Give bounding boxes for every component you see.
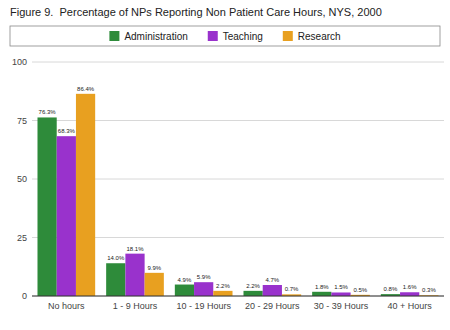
- data-label: 1.5%: [334, 284, 348, 290]
- data-label: 4.7%: [265, 277, 279, 283]
- bar: [243, 291, 262, 296]
- bar: [331, 292, 350, 296]
- bar: [213, 291, 232, 296]
- bar: [57, 136, 76, 296]
- data-label: 0.7%: [285, 286, 299, 292]
- legend-swatch: [109, 31, 119, 41]
- data-label: 5.9%: [197, 274, 211, 280]
- data-labels: 76.3% 14.0% 4.9% 2.2% 1.8% 0.8% 68.3% 18.1% 5.9%…: [39, 86, 437, 293]
- data-label: 2.2%: [246, 283, 260, 289]
- bar: [175, 285, 194, 296]
- grid: [32, 62, 444, 296]
- bar: [125, 254, 144, 296]
- data-label: 1.8%: [315, 284, 329, 290]
- legend-swatch: [208, 31, 218, 41]
- bars: [37, 94, 438, 296]
- grid-line: [32, 62, 444, 63]
- legend-label: Research: [298, 31, 341, 42]
- data-label: 76.3%: [39, 109, 57, 115]
- x-tick-label: 30 - 39 Hours: [314, 301, 369, 311]
- x-tick-label: 1 - 9 Hours: [113, 301, 158, 311]
- x-tick-label: 40 + Hours: [388, 301, 433, 311]
- data-label: 0.8%: [384, 286, 398, 292]
- bar: [145, 273, 164, 296]
- legend-swatch: [283, 31, 293, 41]
- x-tick-label: 20 - 29 Hours: [245, 301, 300, 311]
- data-label: 1.6%: [403, 284, 417, 290]
- data-label: 4.9%: [178, 277, 192, 283]
- legend-label: Teaching: [223, 31, 263, 42]
- data-label: 18.1%: [126, 246, 144, 252]
- data-label: 2.2%: [216, 283, 230, 289]
- data-label: 0.3%: [422, 287, 436, 293]
- y-tick-label: 100: [12, 57, 27, 67]
- data-label: 9.9%: [147, 265, 161, 271]
- y-tick-label: 25: [17, 233, 27, 243]
- bar: [194, 282, 213, 296]
- x-tick-label: 10 - 19 Hours: [176, 301, 231, 311]
- y-tick-label: 75: [17, 116, 27, 126]
- chart-svg: Figure 9. Percentage of NPs Reporting No…: [0, 0, 450, 330]
- legend: Administration Teaching Research: [10, 26, 440, 46]
- y-tick-label: 0: [22, 291, 27, 301]
- bar: [37, 117, 56, 296]
- data-label: 0.5%: [353, 287, 367, 293]
- bar: [312, 292, 331, 296]
- legend-label: Administration: [124, 31, 187, 42]
- title: Figure 9. Percentage of NPs Reporting No…: [10, 6, 382, 18]
- chart-container: Figure 9. Percentage of NPs Reporting No…: [0, 0, 450, 330]
- data-label: 68.3%: [58, 128, 76, 134]
- data-label: 14.0%: [107, 255, 125, 261]
- data-label: 86.4%: [77, 86, 95, 92]
- y-tick-label: 50: [17, 174, 27, 184]
- grid-line: [32, 296, 444, 297]
- x-axis-line: [32, 296, 444, 297]
- bar: [400, 292, 419, 296]
- bar: [106, 263, 125, 296]
- bar: [263, 285, 282, 296]
- bar: [76, 94, 95, 296]
- x-tick-label: No hours: [48, 301, 85, 311]
- legend-box: [10, 26, 440, 46]
